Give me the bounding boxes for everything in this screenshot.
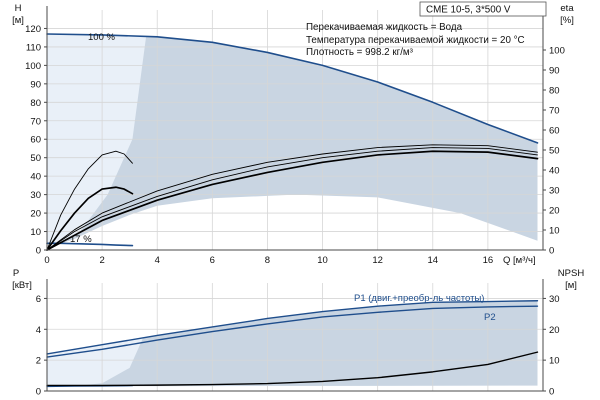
qh-y2-tick-label: 40 (549, 166, 560, 177)
power-y-tick-label: 4 (36, 325, 41, 336)
qh-x-axis-label: Q [м³/ч] (503, 255, 536, 266)
npsh-y2-axis-label: NPSH (558, 268, 585, 279)
qh-eta_mid_thin-line (46, 150, 133, 251)
legend-p2: P2 (484, 312, 496, 323)
qh-y-tick-label: 70 (30, 116, 41, 127)
qh-x-tick-label: 8 (265, 255, 270, 266)
qh-y-tick-label: 60 (30, 135, 41, 146)
tick-labels: 0102030405060708090100110120010203040506… (25, 24, 565, 398)
power-npsh-line (46, 351, 539, 387)
qh-eta_100_inner-line (46, 147, 538, 251)
qh-y2-tick-label: 80 (549, 86, 560, 97)
annotation-17-percent: 17 % (70, 234, 92, 245)
qh-x-tick-label: 4 (155, 255, 160, 266)
power-series-0-line (46, 300, 539, 355)
qh-x-tick-label: 2 (99, 255, 104, 266)
grid-lines (47, 10, 543, 391)
qh-y-tick-label: 10 (30, 227, 41, 238)
qh-y-tick-label: 100 (25, 61, 41, 72)
power-series-1-line (46, 305, 539, 358)
qh-y-tick-label: 0 (36, 246, 41, 257)
qh-y2-axis-unit: [%] (560, 15, 574, 26)
qh-y-tick-label: 80 (30, 98, 41, 109)
curve-series (46, 33, 539, 388)
title-box: CME 10-5, 3*500 V (426, 5, 511, 16)
npsh-y2-axis-unit: [м] (565, 280, 577, 291)
power-y2-tick-label: 20 (549, 325, 560, 336)
power-y-tick-label: 6 (36, 294, 41, 305)
qh-eta_mid_bold-line (46, 186, 134, 251)
qh-y2-axis-label: eta (560, 3, 574, 14)
qh-x-tick-label: 10 (317, 255, 328, 266)
power-y2-tick-label: 0 (549, 387, 554, 398)
power-y-axis-label: P (13, 268, 19, 279)
qh-y2-tick-label: 70 (549, 106, 560, 117)
qh-y2-tick-label: 50 (549, 146, 560, 157)
qh-y-axis-label: H (15, 3, 22, 14)
qh-y-tick-label: 110 (26, 42, 41, 53)
qh-y-tick-label: 50 (30, 153, 41, 164)
power-light-band (47, 337, 144, 387)
info-line-liquid: Перекачиваемая жидкость = Вода (306, 22, 463, 33)
qh-x-tick-label: 12 (372, 255, 383, 266)
qh-head_100-line (46, 33, 539, 144)
qh-y-tick-label: 40 (30, 172, 41, 183)
annotation-100-percent: 100 % (88, 32, 115, 43)
qh-y2-tick-label: 10 (549, 226, 560, 237)
qh-x-tick-label: 0 (44, 255, 49, 266)
qh-eta_100_outer-line (46, 144, 538, 251)
power-y2-tick-label: 10 (549, 356, 560, 367)
qh-y2-tick-label: 60 (549, 126, 560, 137)
qh-y-tick-label: 90 (30, 79, 41, 90)
qh-x-tick-label: 6 (210, 255, 215, 266)
qh-y2-tick-label: 100 (549, 46, 565, 57)
qh-y2-tick-label: 20 (549, 206, 560, 217)
info-line-density: Плотность = 998.2 кг/м³ (306, 47, 414, 58)
power-y-tick-label: 0 (36, 387, 41, 398)
qh-y-axis-unit: [м] (12, 15, 24, 26)
qh-y-tick-label: 30 (30, 190, 41, 201)
qh-eta_100_bold-line (46, 150, 539, 251)
qh-y2-tick-label: 90 (549, 66, 560, 77)
axes (44, 6, 546, 392)
power-y-axis-unit: [кВт] (12, 280, 32, 291)
title-box-border (419, 1, 547, 17)
qh-y2-tick-label: 30 (549, 186, 560, 197)
qh-y2-tick-label: 0 (549, 246, 554, 257)
info-line-temperature: Температура перекачиваемой жидкости = 20… (306, 35, 525, 46)
qh-y-tick-label: 20 (30, 209, 41, 220)
power-y-tick-label: 2 (36, 356, 41, 367)
power-operating-band (47, 300, 538, 387)
qh-x-tick-label: 14 (427, 255, 438, 266)
legend-p1: P1 (двиг.+преобр-ль частоты) (354, 293, 484, 304)
qh-y-tick-label: 120 (25, 24, 41, 35)
qh-x-tick-label: 16 (483, 255, 494, 266)
power-y2-tick-label: 30 (549, 294, 560, 305)
